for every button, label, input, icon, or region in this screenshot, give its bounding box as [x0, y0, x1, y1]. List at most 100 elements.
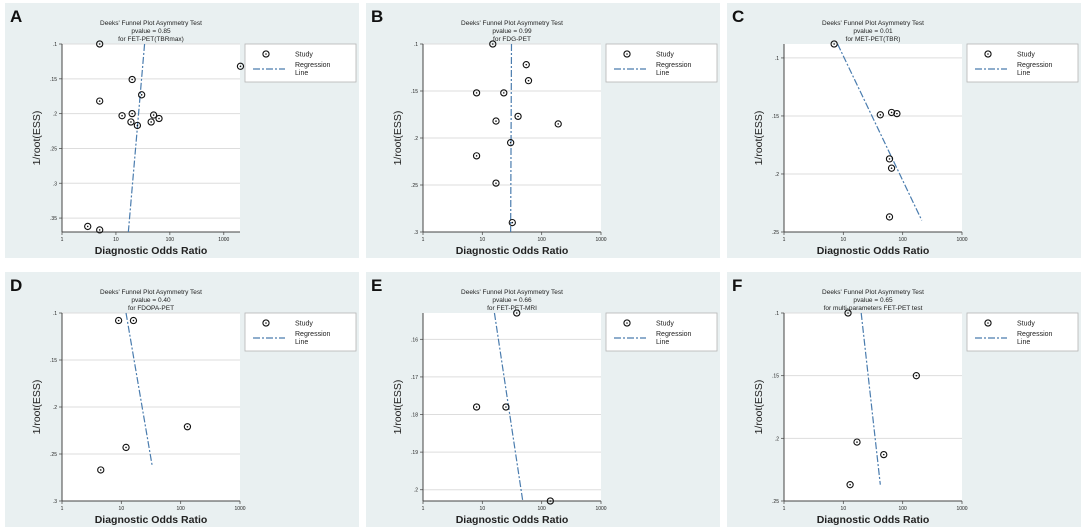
chart-subtitle: for FDOPA-PET [128, 305, 174, 312]
study-point [472, 403, 481, 411]
y-tick-label: .1 [775, 56, 779, 62]
y-tick-label: .3 [53, 181, 57, 187]
y-axis-title: 1/root(ESS) [31, 111, 43, 166]
study-point-ring [128, 75, 136, 84]
y-tick-label: .1 [775, 311, 779, 317]
study-point-ring [129, 316, 138, 325]
pvalue-label: pvalue = 0.01 [853, 28, 893, 35]
study-point [97, 466, 105, 474]
x-axis-title: Diagnostic Odds Ratio [817, 514, 930, 526]
study-point-ring [502, 403, 510, 411]
chart-title: Deeks' Funnel Plot Asymmetry Test [461, 20, 563, 27]
panel-letter: B [371, 7, 384, 26]
study-point-ring [912, 372, 920, 380]
study-point [472, 89, 481, 97]
study-point [876, 111, 884, 119]
chart-title: Deeks' Funnel Plot Asymmetry Test [822, 289, 924, 296]
study-point-dot [186, 425, 189, 428]
study-point [885, 213, 894, 221]
chart-subtitle: for MET-PET(TBR) [846, 36, 901, 43]
legend-label-regression: Regression [656, 62, 692, 69]
plot-area [784, 44, 962, 232]
study-point-ring [472, 403, 481, 411]
study-point-ring [844, 309, 852, 317]
study-point [506, 139, 515, 147]
legend-marker-dot [265, 322, 267, 324]
study-point [96, 97, 104, 105]
study-point [893, 109, 901, 118]
y-tick-label: .25 [772, 499, 779, 505]
study-point-dot [525, 63, 528, 66]
study-point-dot [99, 469, 102, 471]
x-axis-title: Diagnostic Odds Ratio [456, 245, 569, 257]
study-point-ring [183, 423, 192, 431]
study-point-dot [158, 117, 160, 120]
legend-label-line: Line [1017, 70, 1030, 77]
study-point-ring [830, 40, 838, 48]
x-tick-label: 100 [537, 237, 546, 243]
study-point-dot [833, 43, 835, 45]
study-point [489, 40, 497, 48]
panel-letter: F [732, 276, 743, 295]
y-tick-label: .3 [53, 499, 57, 505]
x-tick-label: 1000 [234, 506, 245, 512]
y-tick-label: .2 [53, 112, 57, 118]
x-axis-title: Diagnostic Odds Ratio [95, 514, 208, 526]
study-point-dot [98, 100, 101, 102]
study-point-ring [489, 40, 497, 48]
y-tick-label: .2 [414, 136, 418, 142]
regression-line [127, 43, 146, 232]
legend-marker-study [984, 50, 992, 58]
x-tick-label: 10 [113, 237, 119, 243]
chart-title: Deeks' Funnel Plot Asymmetry Test [100, 20, 202, 27]
y-tick-label: .1 [53, 42, 57, 48]
chart-subtitle: for FET-PET(TBRmax) [118, 36, 184, 43]
legend-label-regression: Regression [1017, 331, 1053, 338]
study-point [844, 309, 852, 317]
y-tick-label: .2 [775, 172, 779, 178]
study-point-dot [856, 441, 858, 443]
panel-letter: C [732, 7, 745, 26]
y-tick-label: .19 [411, 450, 418, 456]
legend-box [966, 312, 1079, 352]
y-axis-title: 1/root(ESS) [392, 111, 404, 166]
study-point-dot [125, 446, 127, 449]
x-tick-label: 10 [119, 506, 125, 512]
study-point [524, 77, 533, 85]
x-tick-label: 1 [422, 237, 425, 243]
study-point [846, 481, 854, 489]
study-point-ring [127, 118, 135, 126]
study-point-dot [86, 225, 89, 228]
x-tick-label: 1 [783, 237, 786, 243]
study-point [155, 114, 163, 123]
legend-label-study: Study [656, 321, 674, 328]
legend-box [966, 43, 1079, 83]
x-tick-label: 1000 [218, 237, 229, 243]
study-point-dot [890, 111, 893, 114]
study-point-dot [896, 112, 898, 115]
legend-label-study: Study [295, 52, 313, 59]
study-point-dot [511, 221, 514, 224]
x-tick-label: 1000 [595, 237, 606, 243]
study-point-dot [117, 319, 120, 322]
chart-subtitle: for multi-parameters FET-PET test [824, 305, 923, 312]
x-tick-label: 100 [898, 237, 907, 243]
study-point-dot [98, 43, 101, 45]
pvalue-label: pvalue = 0.85 [131, 28, 171, 35]
study-point [96, 226, 104, 234]
study-point-dot [888, 158, 891, 160]
study-point-ring [122, 443, 130, 452]
study-point-dot [239, 65, 242, 68]
x-tick-label: 1 [783, 506, 786, 512]
plot-area [423, 313, 601, 501]
legend-box [244, 43, 357, 83]
study-point-dot [509, 141, 512, 144]
x-tick-label: 1 [422, 506, 425, 512]
funnel-plot: .1 .15 .2 .25 .3 1 10 100 1000 Diagnostic Odds Ra… [392, 20, 718, 257]
y-tick-label: .15 [50, 77, 57, 83]
study-point [912, 372, 920, 380]
study-point-ring [846, 481, 854, 489]
study-point-dot [879, 113, 882, 116]
